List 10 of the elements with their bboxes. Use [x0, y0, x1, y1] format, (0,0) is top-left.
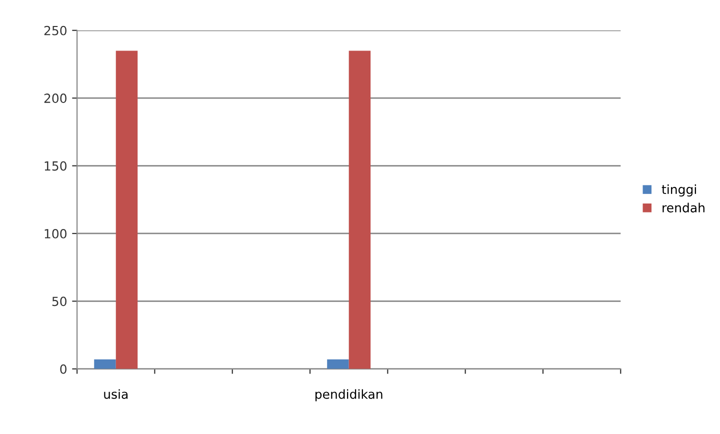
y-tick-label: 200 — [44, 94, 66, 104]
x-tick-label: usia — [104, 389, 128, 399]
legend-label: tinggi — [662, 184, 696, 197]
legend-label: rendah — [662, 202, 704, 212]
y-tick-label: 0 — [60, 364, 66, 374]
y-tick-label: 250 — [44, 26, 66, 36]
x-tick-label: pendidikan — [315, 389, 382, 402]
y-tick-label: 100 — [44, 228, 66, 238]
y-tick-label: 50 — [52, 296, 66, 306]
y-tick-label: 150 — [44, 161, 66, 171]
